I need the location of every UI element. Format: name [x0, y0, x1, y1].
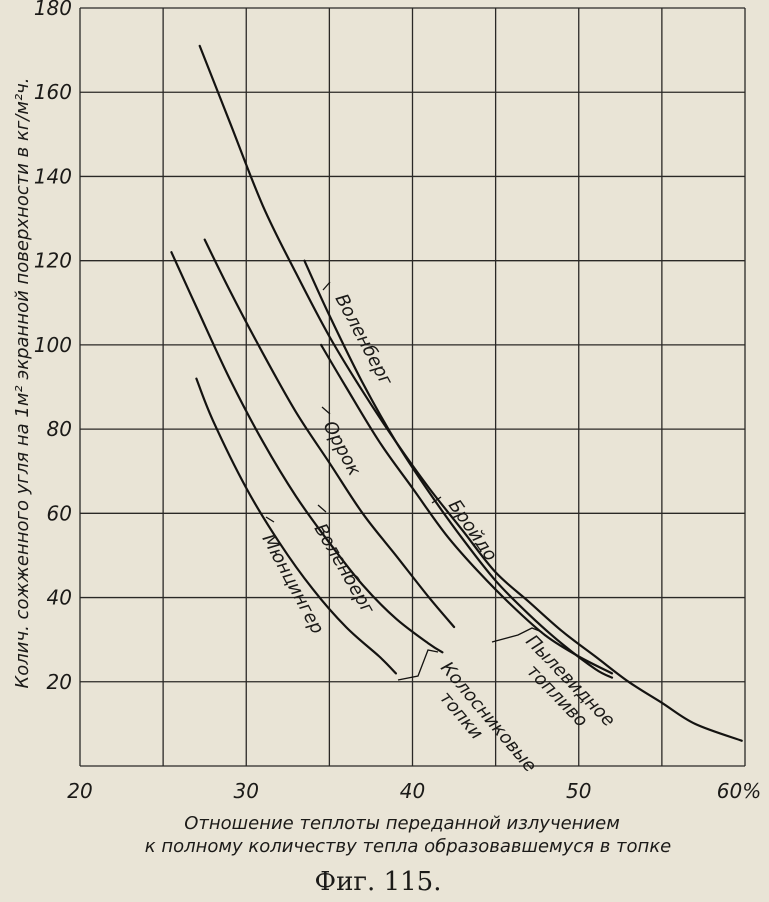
x-tick-label: 30 [234, 779, 259, 803]
y-axis-title: Колич. сожженного угля на 1м² экранной п… [12, 77, 33, 688]
y-tick-label: 80 [47, 417, 72, 441]
series-curves [170, 44, 743, 742]
label-leader [322, 281, 331, 291]
x-tick-label: 50 [566, 779, 591, 803]
group-label: Колосниковыетопки [421, 658, 541, 790]
y-tick-label: 160 [34, 80, 72, 104]
x-tick-label: 20 [67, 779, 92, 803]
x-axis-title-line-1: Отношение теплоты переданной излучением [184, 813, 620, 834]
x-tick-label: 40 [400, 779, 425, 803]
curve-orrok [203, 238, 456, 629]
curve-muenzinger [195, 377, 397, 675]
grid [79, 7, 746, 767]
curve-label: Мюнцингер [258, 530, 328, 637]
y-tick-label: 40 [47, 586, 72, 610]
curve-label: Бройдо [444, 496, 501, 565]
y-tick-label: 120 [34, 249, 72, 273]
curve-label: Оррок [319, 417, 365, 479]
tick-labels: 20 30 40 50 60% 20 40 60 80 100 120 140 160 180 [34, 0, 761, 803]
curve-wollenberg-upper [198, 44, 743, 742]
y-tick-label: 60 [47, 501, 72, 525]
curve-pulverized-extra [320, 343, 614, 675]
y-tick-label: 100 [34, 333, 72, 357]
label-leader [397, 649, 439, 681]
y-tick-label: 180 [34, 0, 72, 20]
label-leader [431, 496, 442, 504]
label-leader [491, 627, 543, 643]
label-leader [265, 516, 275, 523]
y-tick-label: 20 [47, 670, 72, 694]
figure-caption: Фиг. 115. [315, 867, 442, 897]
x-tick-label: 60% [717, 779, 761, 803]
curve-label: Воленберг [310, 520, 379, 618]
label-leader [321, 406, 331, 415]
label-leader [317, 504, 327, 513]
y-tick-label: 140 [34, 164, 72, 188]
curve-wollenberg-lower [170, 251, 444, 654]
label-leaders [265, 281, 543, 681]
x-axis-title-line-2: к полному количеству тепла образовавшему… [145, 836, 672, 857]
